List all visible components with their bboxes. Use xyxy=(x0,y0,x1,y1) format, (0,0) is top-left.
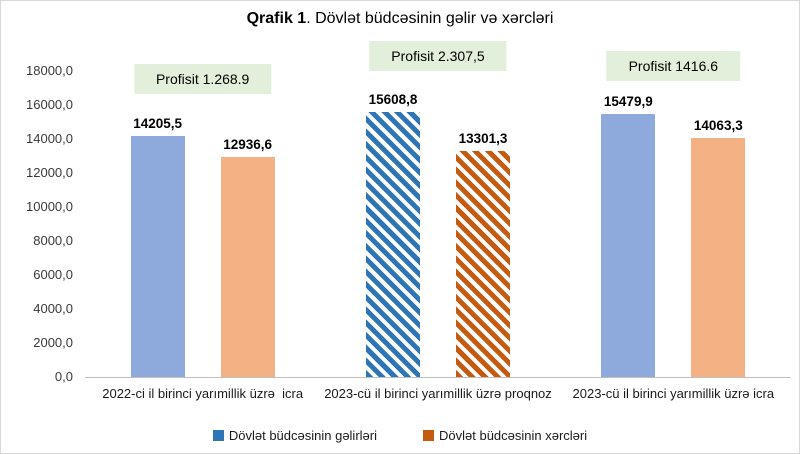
bar-value-label: 15608,8 xyxy=(368,91,418,107)
y-axis-tick-label: 8000,0 xyxy=(33,233,73,248)
legend-label: Dövlət büdcəsinin gəlirləri xyxy=(228,428,377,443)
y-axis-tick-label: 0,0 xyxy=(54,369,73,384)
revenue-bar: 14205,5 xyxy=(130,116,185,377)
bar-group: Profisit 1.268.9 14205,5 12936,6 xyxy=(85,64,320,377)
bar-pair: 15479,9 14063,3 xyxy=(556,71,791,377)
bar-group: Profisit 2.307,5 15608,8 13301,3 xyxy=(320,41,555,377)
y-axis-tick-label: 6000,0 xyxy=(33,267,73,282)
y-axis-tick-label: 10000,0 xyxy=(26,199,73,214)
bar-pair: 14205,5 12936,6 xyxy=(85,71,320,377)
profit-annotation: Profisit 1.268.9 xyxy=(133,64,272,94)
profit-annotation: Profisit 1416.6 xyxy=(606,51,741,81)
revenue-swatch-icon xyxy=(212,430,224,441)
legend-label: Dövlət büdcəsinin xərcləri xyxy=(439,428,588,443)
y-axis-tick-label: 12000,0 xyxy=(26,165,73,180)
y-axis-tick-label: 2000,0 xyxy=(33,335,73,350)
y-axis-tick-label: 16000,0 xyxy=(26,97,73,112)
revenue-bar: 15608,8 xyxy=(365,92,420,377)
x-axis-category-label: 2022-ci il birinci yarımillik üzrə icra xyxy=(102,386,304,401)
profit-annotation: Profisit 2.307,5 xyxy=(369,41,507,71)
expense-bar: 14063,3 xyxy=(691,118,746,377)
chart-title-number: Qrafik 1 xyxy=(246,10,307,27)
y-axis-tick-label: 4000,0 xyxy=(33,301,73,316)
bar-value-label: 12936,6 xyxy=(223,137,273,153)
y-axis-tick-label: 18000,0 xyxy=(26,63,73,78)
expense-bar: 13301,3 xyxy=(455,131,510,377)
revenue-bar: 15479,9 xyxy=(601,94,656,377)
plot-area: Profisit 1.268.9 14205,5 12936,6 Profisit 2… xyxy=(85,41,791,378)
bar-pair: 15608,8 13301,3 xyxy=(320,71,555,377)
bar-group: Profisit 1416.6 15479,9 14063,3 xyxy=(556,51,791,377)
x-axis-category-label: 2023-cü il birinci yarımillik üzrə proqn… xyxy=(324,386,552,401)
y-axis-tick-label: 14000,0 xyxy=(26,131,73,146)
legend-item-expenses: Dövlət büdcəsinin xərcləri xyxy=(423,428,587,443)
bar-value-label: 15479,9 xyxy=(603,93,653,109)
chart-title-text: . Dövlət büdcəsinin gəlir və xərcləri xyxy=(306,10,554,27)
legend: Dövlət büdcəsinin gəlirləri Dövlət büdcəs… xyxy=(1,428,799,443)
bar-value-label: 14205,5 xyxy=(133,115,183,131)
bar-value-label: 14063,3 xyxy=(693,117,743,133)
legend-item-revenues: Dövlət büdcəsinin gəlirləri xyxy=(212,428,377,443)
expense-swatch-icon xyxy=(423,430,434,441)
y-axis: 18000,0 16000,0 14000,0 12000,0 10000,0 8000,… xyxy=(1,1,73,453)
bar-value-label: 13301,3 xyxy=(458,130,508,146)
chart-title: Qrafik 1. Dövlət büdcəsinin gəlir və xər… xyxy=(1,10,799,28)
x-axis-category-label: 2023-cü il birinci yarımillik üzrə icra xyxy=(572,386,775,401)
expense-bar: 12936,6 xyxy=(220,137,275,377)
